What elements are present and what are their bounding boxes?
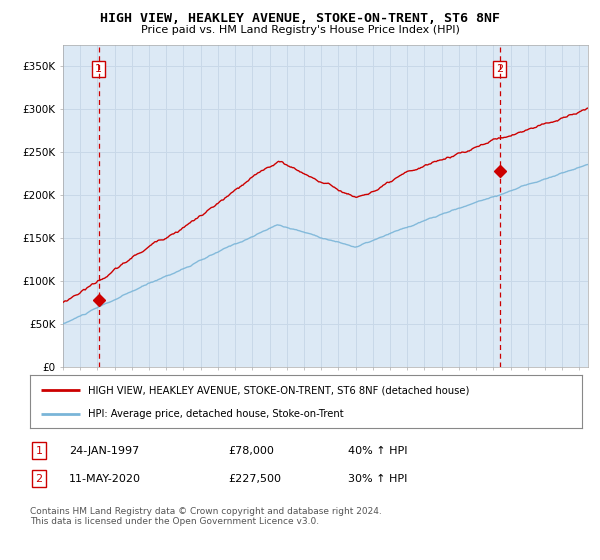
Text: HPI: Average price, detached house, Stoke-on-Trent: HPI: Average price, detached house, Stok… (88, 408, 344, 418)
Text: 1: 1 (95, 64, 102, 74)
Text: 2: 2 (496, 64, 503, 74)
Text: 24-JAN-1997: 24-JAN-1997 (69, 446, 139, 456)
Text: £227,500: £227,500 (228, 474, 281, 484)
Text: 11-MAY-2020: 11-MAY-2020 (69, 474, 141, 484)
Text: 2: 2 (35, 474, 43, 484)
Text: Price paid vs. HM Land Registry's House Price Index (HPI): Price paid vs. HM Land Registry's House … (140, 25, 460, 35)
Text: 40% ↑ HPI: 40% ↑ HPI (348, 446, 407, 456)
Text: Contains HM Land Registry data © Crown copyright and database right 2024.
This d: Contains HM Land Registry data © Crown c… (30, 507, 382, 526)
Text: £78,000: £78,000 (228, 446, 274, 456)
Text: 30% ↑ HPI: 30% ↑ HPI (348, 474, 407, 484)
Text: 1: 1 (35, 446, 43, 456)
Text: HIGH VIEW, HEAKLEY AVENUE, STOKE-ON-TRENT, ST6 8NF: HIGH VIEW, HEAKLEY AVENUE, STOKE-ON-TREN… (100, 12, 500, 25)
Text: HIGH VIEW, HEAKLEY AVENUE, STOKE-ON-TRENT, ST6 8NF (detached house): HIGH VIEW, HEAKLEY AVENUE, STOKE-ON-TREN… (88, 385, 469, 395)
